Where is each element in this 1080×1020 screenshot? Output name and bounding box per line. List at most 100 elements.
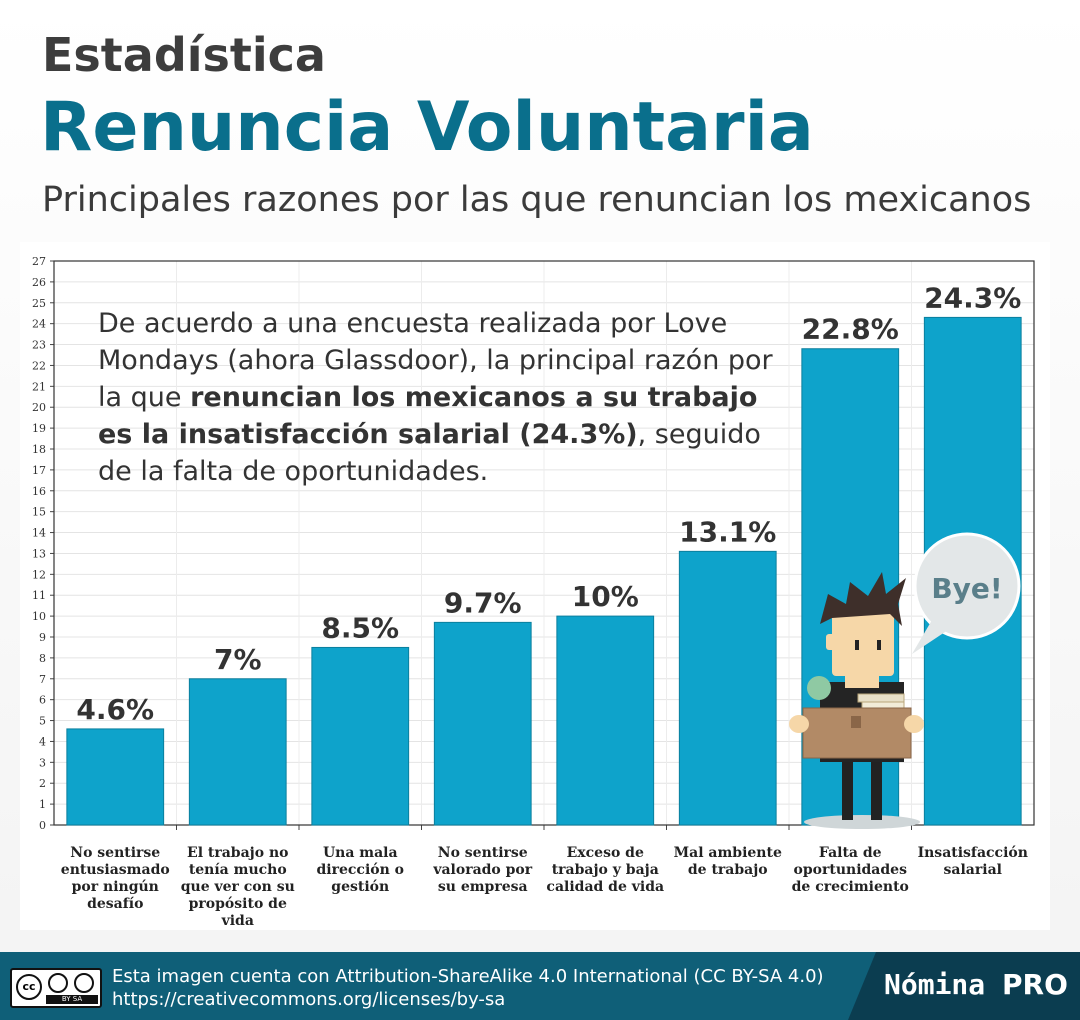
footer: cc BY SA Esta imagen cuenta con Attribut… <box>0 952 1080 1020</box>
brand-pro: PRO <box>1002 968 1068 1001</box>
bar <box>678 550 777 826</box>
bar <box>311 646 410 826</box>
category-label-line: valorado por <box>432 862 532 878</box>
bar <box>556 615 655 826</box>
category-label-line: El trabajo no <box>187 845 288 861</box>
plot-frame <box>53 260 1035 826</box>
category-label-line: vida <box>221 913 254 929</box>
category-label-line: por ningún <box>72 879 159 895</box>
brand-logo: Nómina PRO <box>884 968 1068 1001</box>
y-tick-label: 8 <box>39 652 46 665</box>
y-tick-label: 5 <box>39 715 46 728</box>
data-label: 9.7% <box>444 586 522 619</box>
y-tick-label: 7 <box>39 673 46 686</box>
category-label-line: calidad de vida <box>546 879 664 895</box>
y-tick-label: 27 <box>32 255 46 268</box>
category-label: No sentirse entusiasmado por ningún desafío <box>61 845 170 912</box>
y-tick-label: 24 <box>32 318 46 331</box>
category-label-line: Mal ambiente <box>674 845 782 861</box>
bar-chart: 0123456789101112131415161718192021222324… <box>32 255 1035 929</box>
license-link[interactable]: https://creativecommons.org/licenses/by-… <box>112 989 506 1010</box>
y-tick-label: 15 <box>32 506 46 519</box>
category-label-line: Exceso de <box>567 845 644 861</box>
y-tick-label: 19 <box>32 422 46 435</box>
figure-hand <box>904 715 924 733</box>
bar <box>66 728 165 826</box>
category-label-line: de crecimiento <box>792 879 909 895</box>
category-label-line: que ver con su <box>181 879 295 895</box>
chart-data-labels: 4.6% 7% 8.5% 9.7% 10% 13.1% 22.8% 24.3% <box>76 281 1021 726</box>
category-label-line: trabajo y baja <box>552 862 659 878</box>
category-label-line: No sentirse <box>70 845 160 861</box>
callout-bold: renuncian los mexicanos a su trabajo es … <box>98 382 758 450</box>
category-label-line: Falta de <box>819 845 882 861</box>
y-tick-label: 26 <box>32 276 46 289</box>
books-icon <box>857 693 905 703</box>
cc-license-badge[interactable]: cc BY SA <box>10 968 102 1008</box>
y-tick-label: 18 <box>32 443 46 456</box>
callout-part2: , seguido de la falta de oportunidades. <box>98 419 761 487</box>
category-label-line: Una mala <box>323 845 398 861</box>
cardboard-box <box>802 707 912 759</box>
y-tick-label: 17 <box>32 464 46 477</box>
speech-bubble-text: Bye! <box>931 572 1002 605</box>
data-label: 13.1% <box>679 515 776 548</box>
y-tick-label: 2 <box>39 777 46 790</box>
data-label: 22.8% <box>802 313 899 346</box>
data-label: 4.6% <box>76 693 154 726</box>
callout-part1: De acuerdo a una encuesta realizada por … <box>98 308 773 413</box>
y-tick-label: 16 <box>32 485 46 498</box>
category-label: El trabajo no tenía mucho que ver con su pr… <box>181 845 295 929</box>
y-tick-label: 21 <box>32 380 46 393</box>
figure-leg <box>842 754 853 820</box>
license-text: Esta imagen cuenta con Attribution-Share… <box>112 966 824 987</box>
brand-main: Nómina <box>884 968 986 1001</box>
figure-eye <box>877 640 881 650</box>
category-label-line: tenía mucho <box>189 862 287 878</box>
data-label: 7% <box>214 643 262 676</box>
figure-hair <box>820 572 906 626</box>
cc-icon: cc <box>16 974 42 1000</box>
y-tick-label: 9 <box>39 631 46 644</box>
figure-shadow <box>804 815 920 829</box>
box-handle <box>851 716 861 728</box>
cc-badge-text: BY SA <box>46 995 98 1004</box>
speech-bubble: Bye! <box>912 532 1021 654</box>
category-label-line: dirección o <box>317 862 405 878</box>
figure-leg <box>871 754 882 820</box>
y-tick-label: 13 <box>32 547 46 560</box>
y-tick-label: 12 <box>32 568 46 581</box>
y-tick-label: 10 <box>32 610 46 623</box>
category-label-line: oportunidades <box>794 862 908 878</box>
figure-ear <box>826 634 836 650</box>
category-label-line: Insatisfacción <box>918 845 1028 861</box>
category-label-line: No sentirse <box>438 845 528 861</box>
bar <box>188 678 287 826</box>
chart-card: 0 1 2 3 4 5 6 7 8 9 10 11 12 13 14 15 16 17 18 19 20 21 22 23 24… <box>20 242 1050 930</box>
figure-eye <box>855 640 859 650</box>
callout-text: De acuerdo a una encuesta realizada por … <box>98 305 798 490</box>
chart-axes: 0123456789101112131415161718192021222324… <box>32 255 1035 832</box>
by-icon <box>48 973 68 993</box>
y-tick-label: 0 <box>39 819 46 832</box>
page-kicker: Estadística <box>42 28 326 82</box>
category-label-line: entusiasmado <box>61 862 170 878</box>
figure-head <box>832 614 894 676</box>
y-tick-label: 6 <box>39 694 46 707</box>
figure-hand <box>789 715 809 733</box>
category-label: Una mala dirección o gestión <box>317 845 405 895</box>
data-label: 10% <box>572 580 639 613</box>
y-tick-label: 23 <box>32 339 46 352</box>
plant-icon <box>807 676 831 700</box>
data-label: 8.5% <box>321 611 399 644</box>
category-label-line: gestión <box>331 879 389 895</box>
businessman-illustration: Bye! <box>789 532 1021 829</box>
category-label: Exceso de trabajo y baja calidad de vida <box>546 845 664 895</box>
y-tick-label: 11 <box>32 589 46 602</box>
data-label: 24.3% <box>924 281 1021 314</box>
category-label: Mal ambiente de trabajo <box>674 845 782 878</box>
y-tick-label: 22 <box>32 359 46 372</box>
bar <box>433 621 532 826</box>
category-label-line: propósito de <box>189 896 287 912</box>
y-tick-label: 1 <box>39 798 46 811</box>
